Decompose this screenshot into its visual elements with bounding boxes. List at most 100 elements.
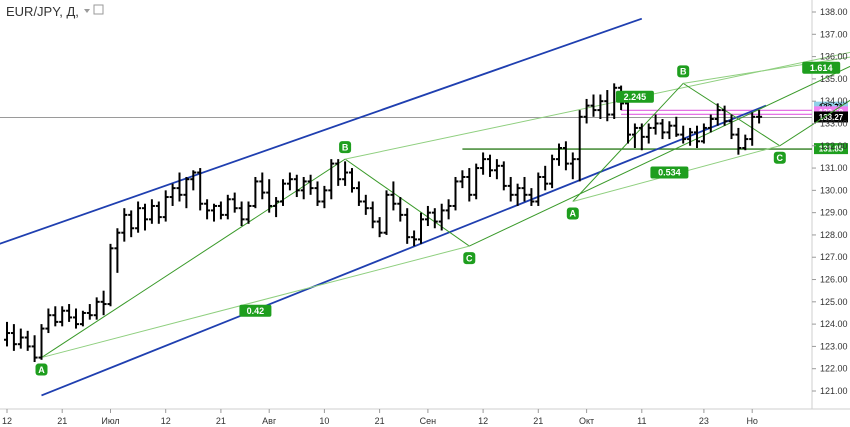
pattern-point-a: A: [35, 363, 48, 376]
y-tick-label: 121.00: [820, 386, 848, 396]
ohlc-bar: [59, 306, 66, 327]
square-outline-icon[interactable]: [93, 4, 104, 15]
ohlc-bar: [535, 172, 542, 206]
y-tick-label: 126.00: [820, 275, 848, 285]
y-tick-label: 127.00: [820, 252, 848, 262]
chevron-down-icon[interactable]: [84, 9, 90, 13]
ohlc-bar: [231, 192, 238, 213]
ohlc-bar: [514, 183, 521, 206]
ohlc-bar: [521, 176, 528, 202]
ohlc-bar: [549, 154, 556, 189]
ohlc-bar: [438, 203, 445, 231]
ohlc-bar: [17, 328, 24, 349]
ohlc-bar: [190, 170, 197, 191]
svg-text:0.42: 0.42: [247, 306, 265, 316]
ohlc-bar: [66, 304, 73, 322]
y-tick-label: 131.00: [820, 163, 848, 173]
ohlc-bar: [314, 181, 321, 206]
ohlc-bar: [397, 197, 404, 222]
ohlc-bar: [556, 143, 562, 166]
ohlc-bar: [666, 121, 673, 140]
x-tick-label: 12: [478, 416, 488, 426]
ohlc-bar: [10, 324, 17, 351]
ohlc-bar: [604, 90, 611, 122]
x-tick-label: 11: [637, 416, 646, 426]
ohlc-bar: [121, 208, 128, 242]
x-tick-label: 12: [2, 416, 12, 426]
time-axis: 12 21 Июл 12 21 Авг 10 21 Сен 12 21 Окт 11 23 Но: [2, 409, 758, 426]
ohlc-bar: [562, 141, 569, 171]
ohlc-bar: [355, 181, 362, 206]
ohlc-bar: [383, 190, 390, 235]
ohlc-bar: [259, 172, 266, 200]
ohlc-bar: [452, 176, 459, 211]
price-badge: [814, 143, 848, 155]
ohlc-bar: [300, 176, 307, 200]
ohlc-bar: [583, 98, 590, 124]
ohlc-bar: [31, 335, 38, 363]
price-badge: [814, 111, 848, 123]
svg-text:0.534: 0.534: [658, 168, 681, 178]
ohlc-bar: [148, 199, 155, 224]
chart-grid: [0, 0, 850, 410]
ohlc-bar: [411, 230, 418, 247]
price-badge-label: 131.85: [819, 145, 844, 154]
ohlc-bar: [507, 176, 514, 202]
svg-text:B: B: [342, 142, 349, 152]
x-tick-label: Авг: [262, 416, 277, 426]
ohlc-bar: [4, 321, 10, 347]
x-tick-label: Но: [746, 416, 758, 426]
y-tick-label: 123.00: [820, 341, 848, 351]
ohlc-bar: [238, 201, 245, 227]
ohlc-bar: [342, 161, 349, 186]
y-tick-label: 135.00: [820, 74, 848, 84]
ohlc-bar: [687, 127, 694, 146]
ohlc-bar: [245, 201, 252, 224]
y-tick-label: 138.00: [820, 7, 848, 17]
ohlc-bar: [590, 94, 597, 117]
ohlc-bar: [480, 152, 487, 175]
y-tick-label: 132.00: [820, 141, 848, 151]
svg-text:C: C: [777, 153, 784, 163]
ohlc-bar: [404, 208, 411, 244]
y-tick-label: 128.00: [820, 230, 848, 240]
ohlc-bar: [631, 123, 638, 148]
ohlc-bar: [328, 159, 335, 200]
ohlc-bar: [418, 212, 424, 244]
ohlc-bar: [142, 203, 148, 231]
ratio-label: 0.42: [239, 304, 272, 317]
ohlc-bar: [280, 179, 286, 206]
ohlc-bar: [652, 114, 659, 135]
ohlc-bar: [38, 324, 45, 360]
ohlc-bar: [266, 179, 273, 213]
svg-text:A: A: [38, 365, 45, 375]
ratio-label: 2.245: [615, 90, 654, 103]
x-tick-label: Сен: [420, 416, 437, 426]
ohlc-bar: [114, 228, 121, 273]
svg-text:B: B: [680, 67, 687, 77]
symbol-title[interactable]: EUR/JPY, Д,: [6, 4, 79, 19]
ohlc-bar: [362, 194, 369, 215]
ohlc-bar: [211, 203, 217, 222]
svg-text:1.614: 1.614: [810, 63, 833, 73]
y-tick-label: 122.00: [820, 364, 848, 374]
ohlc-bar: [569, 152, 576, 180]
svg-text:2.245: 2.245: [624, 92, 647, 102]
y-tick-label: 136.00: [820, 52, 848, 62]
ohlc-bar: [735, 127, 742, 155]
ohlc-bar: [86, 304, 93, 320]
y-tick-label: 125.00: [820, 297, 848, 307]
x-tick-label: 21: [57, 416, 67, 426]
ohlc-bar: [252, 176, 259, 209]
ratio-label: 1.614: [802, 61, 841, 74]
ohlc-bar: [183, 176, 190, 209]
y-tick-label: 124.00: [820, 319, 848, 329]
pattern-point-c: C: [463, 252, 476, 265]
ohlc-bar: [349, 168, 355, 193]
y-tick-label: 137.00: [820, 29, 848, 39]
ohlc-bar: [597, 94, 604, 120]
ohlc-bar: [673, 116, 680, 137]
ohlc-bar: [390, 181, 397, 211]
x-tick-label: Окт: [579, 416, 594, 426]
